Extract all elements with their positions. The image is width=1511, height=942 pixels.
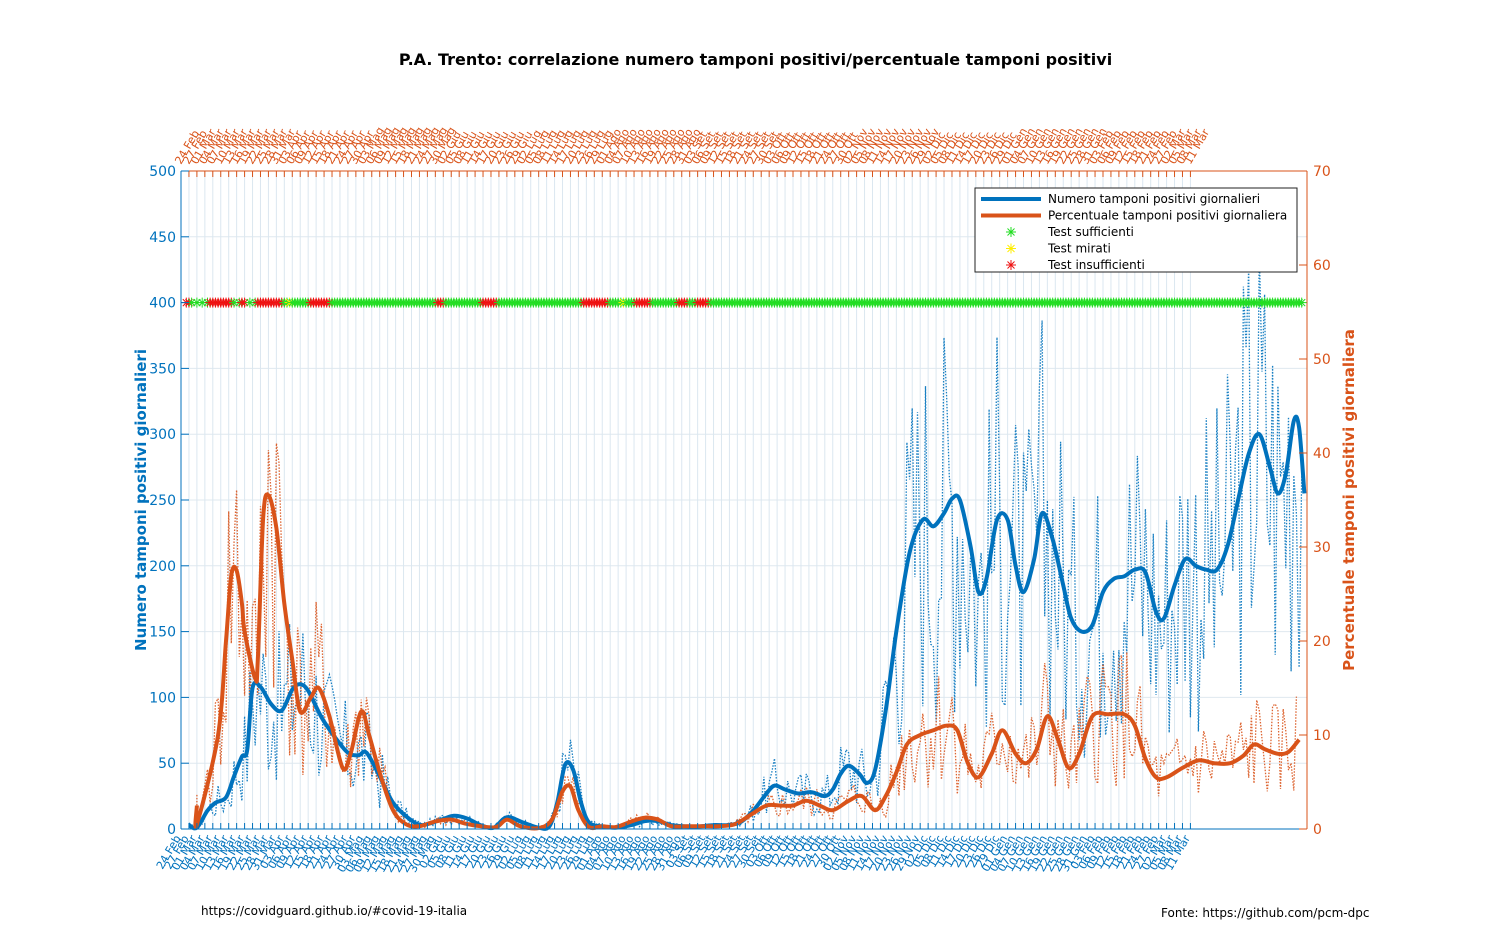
y-tick-label-left: 250 xyxy=(149,493,176,509)
y-tick-label-right: 0 xyxy=(1313,822,1322,838)
legend-item-percentuale-label: Percentuale tamponi positivi giornaliera xyxy=(1048,209,1287,223)
marker-sufficient xyxy=(1296,297,1307,308)
legend[interactable]: Numero tamponi positivi giornalieri Perce… xyxy=(974,187,1298,273)
legend-item-sufficienti-label: Test sufficienti xyxy=(1047,225,1134,239)
y-tick-label-right: 30 xyxy=(1313,540,1331,556)
y-tick-label-left: 450 xyxy=(149,230,176,246)
series-line-percentuale xyxy=(193,492,1301,831)
y-tick-label-right: 20 xyxy=(1313,634,1331,650)
test-markers xyxy=(181,297,1307,308)
y-tick-label-left: 150 xyxy=(149,625,176,641)
footer-data-source: Fonte: https://github.com/pcm-dpc xyxy=(1161,906,1370,920)
legend-item-mirati-swatch xyxy=(1006,243,1016,254)
legend-item-sufficienti-swatch xyxy=(1006,227,1016,237)
y-tick-label-left: 200 xyxy=(149,559,176,575)
y-axis-label-left: Numero tamponi positivi giornalieri xyxy=(132,349,150,651)
legend-item-insufficienti-label: Test insufficienti xyxy=(1047,258,1145,272)
y-tick-label-left: 0 xyxy=(167,822,176,838)
y-tick-label-right: 40 xyxy=(1313,446,1331,462)
y-axis-label-right: Percentuale tamponi positivi giornaliera xyxy=(1340,329,1358,671)
y-tick-label-right: 50 xyxy=(1313,352,1331,368)
y-tick-label-right: 70 xyxy=(1313,164,1331,180)
y-tick-label-right: 10 xyxy=(1313,728,1331,744)
y-tick-label-left: 100 xyxy=(149,690,176,706)
legend-item-mirati-label: Test mirati xyxy=(1047,242,1111,256)
footer-source-link[interactable]: https://covidguard.github.io/#covid-19-i… xyxy=(201,904,468,918)
y-tick-label-right: 60 xyxy=(1313,258,1331,274)
legend-item-numero-label: Numero tamponi positivi giornalieri xyxy=(1048,192,1260,206)
y-tick-label-left: 350 xyxy=(149,361,176,377)
series-layer xyxy=(187,251,1307,831)
legend-box xyxy=(974,187,1298,273)
y-tick-label-left: 300 xyxy=(149,427,176,443)
daily-percentage-dotted xyxy=(196,443,1298,830)
chart-title: P.A. Trento: correlazione numero tamponi… xyxy=(398,50,1113,69)
series-line-numero-tamponi xyxy=(187,414,1307,831)
y-tick-label-left: 400 xyxy=(149,296,176,312)
legend-item-insufficienti-swatch xyxy=(1006,260,1016,270)
y-tick-label-left: 50 xyxy=(158,756,176,772)
y-tick-label-left: 500 xyxy=(149,164,176,180)
